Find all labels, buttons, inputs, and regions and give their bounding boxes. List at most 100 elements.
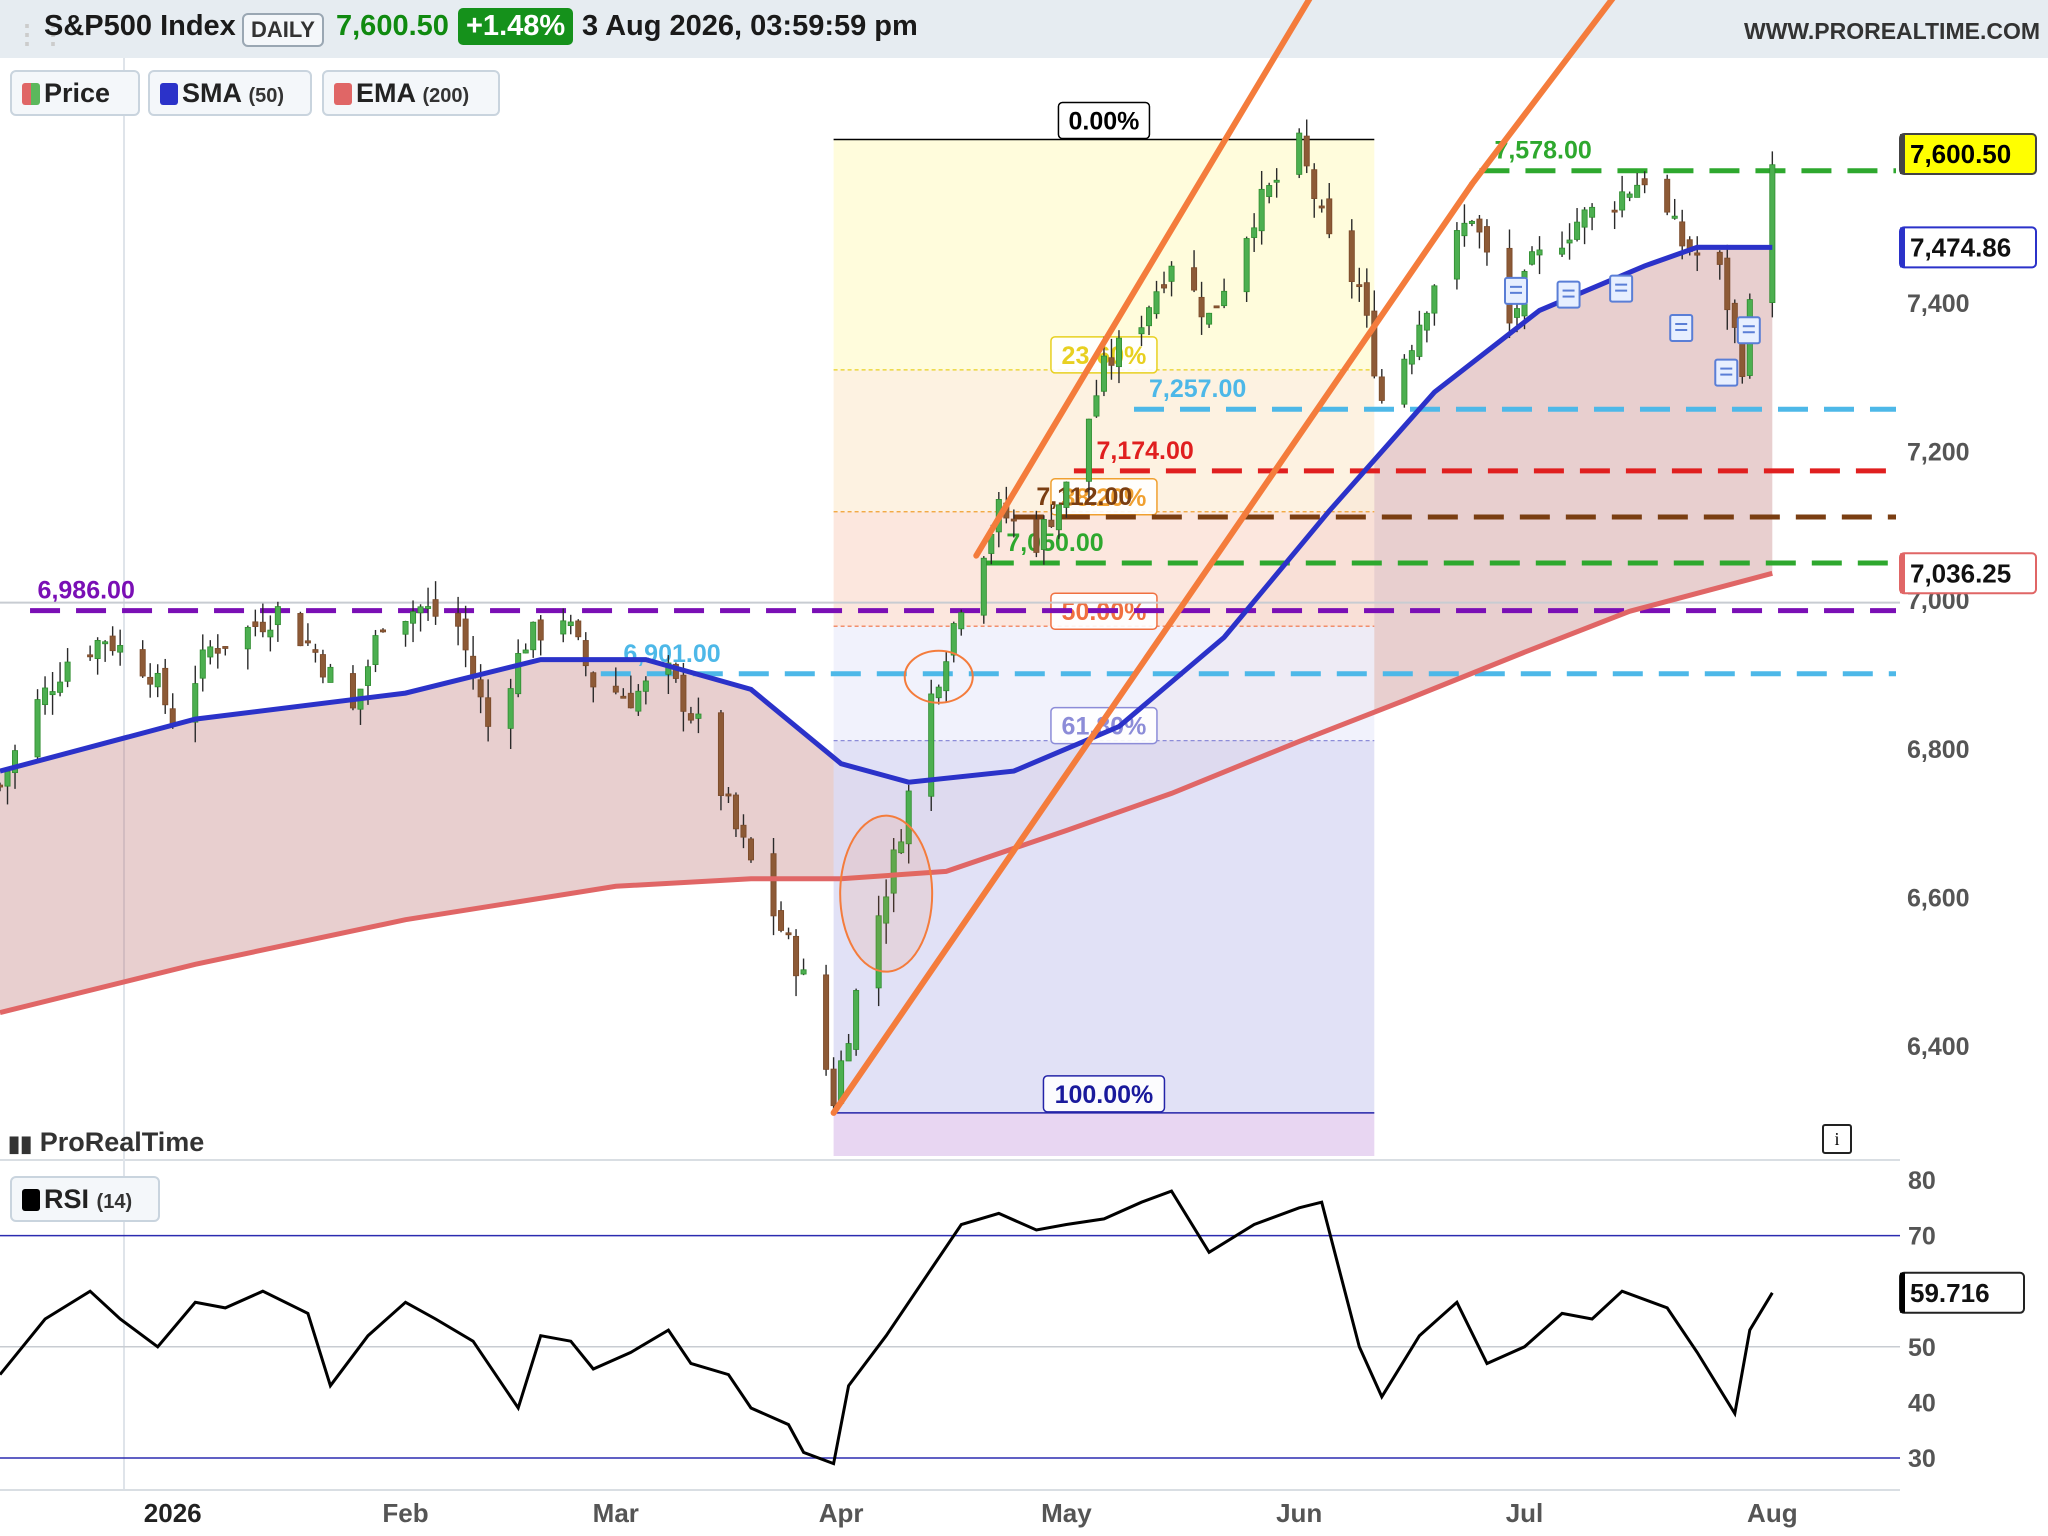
legend-price-label: Price (44, 78, 111, 108)
candle-body (1348, 230, 1355, 282)
candle-body (319, 654, 326, 678)
candle-body (147, 676, 154, 685)
y-tick-label: 7,400 (1907, 290, 1970, 318)
candle-body (1671, 215, 1678, 219)
candle-body (1318, 205, 1325, 209)
candle-body (94, 640, 101, 659)
candle-body (1408, 350, 1415, 365)
candle-body (845, 1043, 852, 1062)
candle-body (1731, 302, 1738, 328)
candle-body (1626, 193, 1633, 198)
legend-sma-param: (50) (248, 85, 285, 107)
y-tick-label: 6,400 (1907, 1033, 1970, 1061)
candle-body (582, 640, 589, 667)
candle-body (747, 838, 754, 861)
fib-label-box (1050, 478, 1158, 516)
candle-body (620, 695, 627, 699)
legend-rsi[interactable]: RSI (14) (10, 1176, 160, 1222)
candle-body (642, 680, 649, 692)
candle-body (898, 841, 905, 854)
candle-body (1266, 185, 1273, 197)
candle-body (1769, 164, 1776, 303)
candle-body (297, 613, 304, 647)
ema-price-tag-text: 7,036.25 (1910, 558, 2011, 588)
candle-body (725, 793, 732, 797)
website-label[interactable]: WWW.PROREALTIME.COM (1744, 18, 2040, 44)
candle-body (1536, 249, 1543, 256)
grid-icon[interactable]: ⋮⋮ (14, 19, 66, 49)
candle-body (950, 623, 957, 656)
candle-body (1055, 504, 1062, 531)
candle-body (1146, 307, 1153, 327)
candle-body (823, 974, 830, 1070)
candle-body (1483, 226, 1490, 253)
ema-swatch (334, 83, 352, 105)
candle-body (1476, 218, 1483, 233)
legend-ema-label: EMA (356, 78, 415, 108)
candle-body (778, 910, 785, 931)
candle-body (1416, 324, 1423, 357)
last-price-tag-text: 7,600.50 (1910, 139, 2011, 169)
rsi-tick-label: 30 (1908, 1445, 1936, 1473)
candle-body (1611, 209, 1618, 213)
candle-body (410, 611, 417, 624)
candle-body (1581, 209, 1588, 228)
candle-body (800, 969, 807, 975)
candle-body (943, 661, 950, 692)
y-tick-label: 6,800 (1907, 736, 1970, 764)
timeframe-badge[interactable]: DAILY (242, 13, 324, 47)
candle-body (1589, 206, 1596, 218)
price-level-label: 6,901.00 (623, 640, 720, 668)
price-level-label: 7,578.00 (1494, 137, 1591, 165)
candle-body (1303, 135, 1310, 167)
candle-body (560, 620, 567, 635)
news-document-icon (1714, 358, 1739, 387)
instrument-name[interactable]: S&P500 Index (44, 10, 236, 42)
ma-band-fill (0, 247, 1773, 1013)
candle-body (958, 612, 965, 630)
candle-body (1619, 191, 1626, 211)
legend-ema[interactable]: EMA (200) (322, 70, 500, 116)
rsi-tick-label: 40 (1908, 1389, 1936, 1417)
candle-body (1453, 230, 1460, 280)
candle-body (372, 635, 379, 665)
candle-body (1371, 310, 1378, 377)
candle-body (1634, 184, 1641, 198)
candle-body (717, 712, 724, 796)
price-swatch (22, 83, 40, 105)
candle-body (935, 686, 942, 699)
candle-body (1033, 519, 1040, 553)
rsi-value-text: 59.716 (1910, 1278, 1990, 1308)
candle-body (432, 599, 439, 617)
info-icon[interactable]: i (1822, 1124, 1852, 1154)
trendline-lower-extension (1468, 0, 1616, 188)
candle-body (402, 621, 409, 635)
candle-body (1679, 221, 1686, 247)
candle-body (680, 674, 687, 712)
candle-body (687, 713, 694, 721)
candle-body (1574, 221, 1581, 240)
candle-body (109, 635, 116, 652)
rsi-tick-label: 80 (1908, 1167, 1936, 1195)
candle-body (207, 646, 214, 658)
candle-body (455, 612, 462, 627)
legend-sma[interactable]: SMA (50) (148, 70, 312, 116)
candle-body (154, 672, 161, 688)
instrument-header: ⋮⋮ S&P500 Index DAILY 7,600.50 +1.48% 3 … (0, 0, 2048, 58)
candle-body (477, 679, 484, 698)
candle-body (1093, 395, 1100, 417)
candle-body (162, 667, 169, 706)
news-document-icon (1609, 274, 1634, 303)
candle-body (222, 646, 229, 649)
legend-price[interactable]: Price (10, 70, 140, 116)
candle-body (1566, 239, 1573, 244)
candle-body (830, 1068, 837, 1107)
candle-body (0, 784, 3, 788)
candle-body (1251, 227, 1258, 238)
axis-background (1900, 58, 2048, 1536)
candle-body (425, 606, 432, 609)
candle-body (1085, 418, 1092, 482)
candle-body (1115, 337, 1122, 368)
sma-price-tag-text: 7,474.86 (1910, 232, 2011, 262)
